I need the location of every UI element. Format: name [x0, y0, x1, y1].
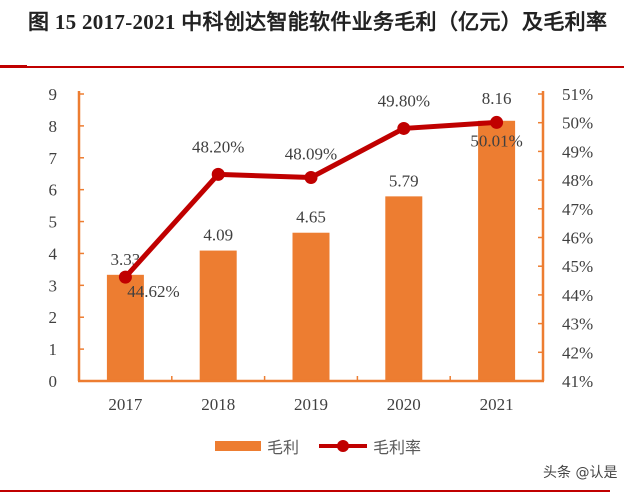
left-tick-label: 1	[49, 340, 58, 359]
margin-point-2018	[211, 167, 225, 181]
right-tick-label: 43%	[562, 315, 593, 334]
right-tick-label: 49%	[562, 142, 593, 161]
line-data-label: 49.80%	[378, 91, 430, 110]
margin-point-2017	[118, 270, 132, 284]
figure-title: 图 15 2017-2021 中科创达智能软件业务毛利（亿元）及毛利率	[28, 10, 608, 34]
x-tick-label: 2019	[294, 395, 328, 414]
margin-point-2019	[304, 171, 318, 185]
x-tick-label: 2018	[201, 395, 235, 414]
right-tick-label: 48%	[562, 171, 593, 190]
right-tick-label: 42%	[562, 343, 593, 362]
right-tick-label: 51%	[562, 85, 593, 104]
legend: 毛利 毛利率	[215, 436, 422, 457]
bar-data-label: 8.16	[482, 89, 512, 108]
line-data-label: 44.62%	[127, 282, 179, 301]
line-data-label: 50.01%	[470, 131, 522, 150]
bar-data-label: 4.09	[203, 226, 233, 245]
right-tick-label: 44%	[562, 286, 593, 305]
footer-rule	[0, 490, 610, 492]
left-tick-label: 5	[49, 213, 58, 232]
line-data-label: 48.20%	[192, 137, 244, 156]
legend-label-gross-profit: 毛利	[267, 438, 300, 457]
legend-line-swatch	[319, 440, 368, 452]
left-tick-label: 3	[49, 276, 58, 295]
legend-label-gross-margin: 毛利率	[373, 438, 422, 457]
margin-point-2020	[397, 121, 411, 135]
bar-2020	[385, 196, 423, 381]
x-tick-label: 2021	[480, 395, 514, 414]
bar-2018	[199, 250, 237, 381]
left-tick-label: 6	[49, 181, 58, 200]
left-tick-label: 0	[49, 372, 58, 391]
bar-2019	[292, 232, 330, 381]
x-tick-label: 2017	[108, 395, 143, 414]
bar-2021	[478, 120, 516, 381]
bar-data-label: 4.65	[296, 208, 326, 227]
right-tick-label: 50%	[562, 114, 593, 133]
bar-data-label: 3.33	[111, 250, 141, 269]
left-tick-label: 4	[49, 244, 58, 263]
right-tick-label: 47%	[562, 200, 593, 219]
left-tick-label: 7	[49, 149, 58, 168]
x-tick-label: 2020	[387, 395, 421, 414]
right-tick-label: 46%	[562, 229, 593, 248]
bar-data-label: 5.79	[389, 171, 419, 190]
legend-bar-swatch	[215, 441, 261, 451]
left-tick-label: 8	[49, 117, 58, 136]
title-rule	[0, 66, 624, 68]
watermark: 头条 @认是	[543, 465, 618, 481]
right-tick-label: 45%	[562, 257, 593, 276]
left-tick-label: 9	[49, 85, 58, 104]
bar-2017	[106, 274, 144, 381]
right-tick-label: 41%	[562, 372, 593, 391]
line-data-label: 48.09%	[285, 145, 337, 164]
left-tick-label: 2	[49, 308, 58, 327]
margin-point-2021	[490, 115, 504, 129]
